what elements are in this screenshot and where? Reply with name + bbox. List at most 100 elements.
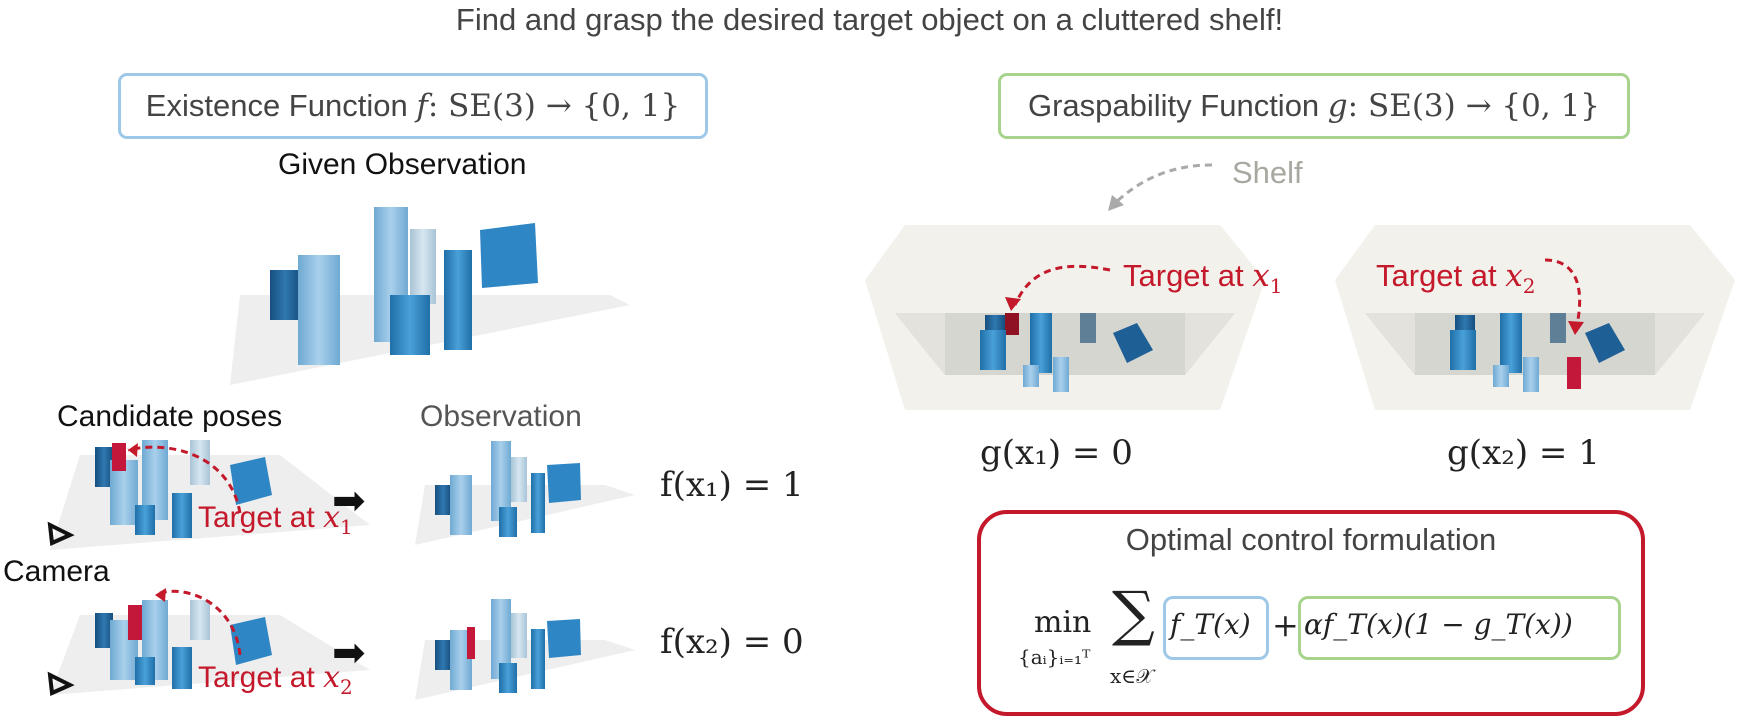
arrowhead [1568,321,1584,335]
arrowhead [1005,297,1021,311]
observation-scene-2 [415,599,635,700]
graspability-function-box: Graspability Function g: SE(3) → {0, 1} [998,73,1630,139]
arrowhead [155,588,166,602]
graspability-symbol: g [1327,88,1348,124]
given-observation-label: Given Observation [278,148,527,181]
existence-domain: : SE(3) → {0, 1} [427,88,681,124]
cylinder [1500,313,1522,373]
target-object [128,605,142,640]
camera-icon [47,671,75,696]
cylinder [190,600,210,640]
box [230,457,272,505]
candidate-scene-2 [47,588,370,696]
optimal-control-title: Optimal control formulation [1125,522,1497,557]
shelf-scene-2 [1335,225,1735,410]
target-move-arrow [127,445,242,514]
target-object [1005,313,1019,335]
cylinder [95,447,113,487]
shelf-scene-1 [865,225,1265,410]
existence-term: f_T(x) [1170,608,1251,641]
cylinder [1523,357,1539,392]
cylinder [298,255,340,365]
x-variable: x [1505,258,1523,294]
target-at-text: Target at [1123,258,1244,293]
cylinder [444,250,472,350]
subscript-1: 1 [1269,274,1283,299]
graspability-term-box [1298,596,1621,660]
existence-function-box: Existence Function f: SE(3) → {0, 1} [118,73,708,139]
arrowhead [128,443,138,457]
observation-label: Observation [420,400,582,433]
target-move-arrow [159,589,242,656]
cylinder [435,640,451,670]
graspability-term: αf_T(x)(1 − g_T(x)) [1304,608,1573,641]
observation-scene-1 [415,441,635,545]
cylinder [531,473,545,533]
cylinder [135,657,155,685]
target-at-x1-label-left: Target at x1 [198,500,353,539]
target-at-x1-label-shelf: Target at x1 [1123,258,1282,298]
cylinder [980,330,1006,370]
target-at-x2-label-shelf: Target at x2 [1376,258,1535,298]
min-subscript: {aᵢ}ᵢ₌₁ᵀ [1018,645,1091,669]
x-variable: x [323,500,340,535]
box [480,223,538,288]
cylinder [1450,330,1476,370]
cylinder [390,295,430,355]
given-observation-scene [230,207,630,385]
subscript-2: 2 [340,675,353,699]
cylinder [1023,365,1039,387]
cylinder [190,440,210,485]
x-variable: x [1252,258,1270,294]
equation-g-x2: g(x₂) = 1 [1447,433,1600,473]
camera-icon [47,521,75,546]
x-variable: x [323,660,340,695]
target-object [1567,357,1581,389]
graspability-domain: : SE(3) → {0, 1} [1347,88,1601,124]
shelf-label: Shelf [1232,155,1303,190]
existence-function-label: Existence Function [145,88,408,123]
target-move-arrow [1544,258,1582,326]
box [1113,323,1153,363]
candidate-poses-label: Candidate poses [57,400,283,433]
cylinder [95,613,113,648]
camera-label: Camera [3,555,110,588]
cylinder [1080,313,1096,343]
sum-subscript: x∈𝒳 [1110,664,1154,688]
box [547,463,581,503]
cylinder [450,475,472,535]
cylinder [1493,365,1509,387]
cylinder [172,647,192,689]
target-at-text: Target at [198,661,315,694]
cylinder [1053,357,1069,392]
equation-f-x2: f(x₂) = 0 [660,622,804,662]
equation-f-x1: f(x₁) = 1 [660,465,804,505]
graspability-function-label: Graspability Function [1027,88,1320,123]
optimal-control-box [977,510,1645,716]
cylinder [499,507,517,537]
cylinder [491,441,511,521]
cylinder [270,270,300,320]
target-at-text: Target at [198,501,315,534]
cylinder [172,493,192,538]
target-move-arrow [1013,264,1111,306]
equation-g-x1: g(x₁) = 0 [980,433,1133,473]
cylinder [1030,313,1052,373]
target-at-text: Target at [1376,258,1497,293]
cylinder [435,485,451,515]
cylinder [491,599,511,679]
cylinder [135,505,155,535]
right-arrow-icon: ➡ [332,479,366,523]
cylinder [531,629,545,689]
target-at-x2-label-left: Target at x2 [198,660,353,699]
figure-title: Find and grasp the desired target object… [455,2,1284,37]
sum-operator: ∑ [1112,579,1155,649]
cylinder [1550,313,1566,343]
plus-sign: + [1272,606,1299,644]
target-object [467,627,475,659]
right-arrow-icon: ➡ [332,631,366,675]
cylinder [511,457,527,502]
existence-symbol: f [416,88,428,124]
subscript-1: 1 [340,515,353,539]
box [1585,323,1625,363]
